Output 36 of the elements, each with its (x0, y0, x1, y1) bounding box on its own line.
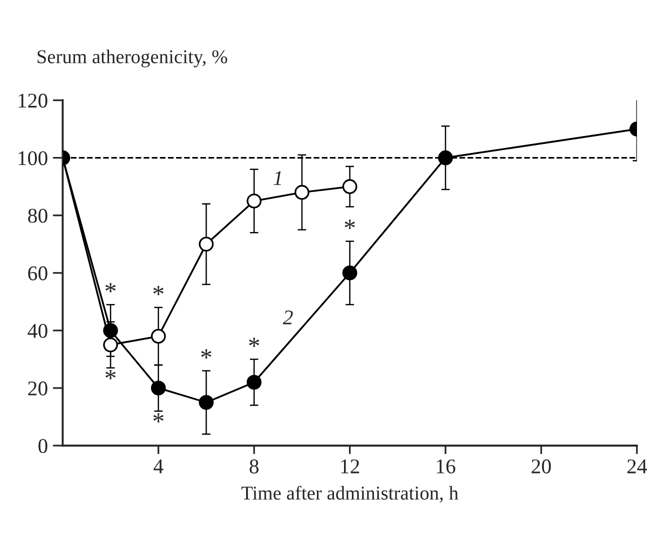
annotation: * (106, 370, 116, 380)
annotation: * (344, 220, 355, 229)
annotation: * (153, 286, 164, 296)
y-tick-label: 80 (28, 208, 48, 223)
y-axis-title: Serum atherogenicity, % (38, 50, 228, 68)
x-tick-label: 8 (250, 459, 259, 474)
point (246, 194, 262, 208)
x-tick-label: 12 (341, 459, 360, 474)
y-tick-label: 20 (28, 381, 48, 396)
annotation: * (106, 283, 116, 292)
annotation: * (153, 413, 164, 422)
annotation: * (249, 338, 260, 347)
point (103, 337, 118, 352)
point (150, 380, 166, 396)
x-tick-label: 24 (627, 459, 647, 474)
x-tick-label: 16 (436, 459, 456, 474)
y-tick-label: 60 (28, 266, 48, 280)
x-tick-label: 20 (532, 459, 551, 474)
x-axis-title: Time after administration, h (241, 486, 458, 503)
series-label: 2 (282, 310, 293, 324)
point (342, 266, 358, 280)
annotation: * (201, 349, 212, 358)
y-tick-label: 0 (38, 438, 48, 454)
point (198, 236, 214, 252)
x-tick-label: 4 (154, 460, 164, 474)
point (198, 395, 214, 410)
y-tick-label: 120 (18, 94, 48, 108)
y-tick-label: 40 (28, 324, 48, 338)
y-tick-label: 100 (18, 151, 48, 166)
point (438, 150, 453, 166)
series-label: 1 (274, 171, 281, 186)
point (246, 374, 262, 390)
point (150, 328, 166, 344)
point (103, 323, 118, 338)
point (342, 179, 358, 194)
point (294, 184, 310, 200)
